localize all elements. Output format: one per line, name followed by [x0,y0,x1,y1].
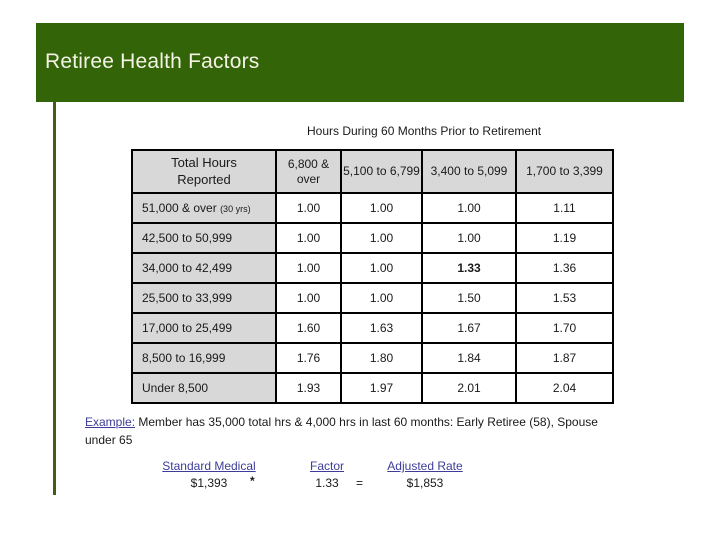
factor-cell: 1.00 [340,252,423,284]
example-text: Member has 35,000 total hrs & 4,000 hrs … [85,415,598,447]
row-label: 42,500 to 50,999 [131,222,277,254]
factor-cell: 1.53 [515,282,614,314]
factor-cell: 1.00 [340,282,423,314]
factor-cell: 1.00 [421,192,517,224]
factor-cell: 1.60 [275,312,342,344]
header-row: Total Hours Reported 6,800 & over 5,100 … [131,149,614,194]
highlighted-factor-cell: 1.33 [421,252,517,284]
row-label-note: (30 yrs) [220,204,251,214]
factor-cell: 1.00 [275,192,342,224]
example-label: Example: [85,415,136,429]
table-row: 17,000 to 25,499 1.60 1.63 1.67 1.70 [131,312,614,344]
row-label: 25,500 to 33,999 [131,282,277,314]
factor-cell: 1.00 [275,252,342,284]
factor-cell: 1.76 [275,342,342,374]
multiply-symbol: * [250,474,255,488]
factor-cell: 1.80 [340,342,423,374]
example-paragraph: Example: Member has 35,000 total hrs & 4… [85,413,618,449]
table-row: 34,000 to 42,499 1.00 1.00 1.33 1.36 [131,252,614,284]
factor-cell: 1.84 [421,342,517,374]
row-label: 34,000 to 42,499 [131,252,277,284]
table-row: 25,500 to 33,999 1.00 1.00 1.50 1.53 [131,282,614,314]
table-caption: Hours During 60 Months Prior to Retireme… [307,124,542,138]
column-header: 6,800 & over [275,149,342,194]
adjusted-rate-label: Adjusted Rate [387,459,463,473]
factor-cell: 1.11 [515,192,614,224]
row-label: 51,000 & over (30 yrs) [131,192,277,224]
factor-cell: 1.00 [340,192,423,224]
factor-cell: 1.63 [340,312,423,344]
factor-cell: 1.97 [340,372,423,404]
table-row: 8,500 to 16,999 1.76 1.80 1.84 1.87 [131,342,614,374]
column-header: 5,100 to 6,799 [340,149,423,194]
factor-cell: 1.00 [275,282,342,314]
factor-cell: 1.36 [515,252,614,284]
factor-cell: 1.00 [421,222,517,254]
factor-cell: 1.67 [421,312,517,344]
row-label: 17,000 to 25,499 [131,312,277,344]
factor-cell: 1.70 [515,312,614,344]
factor-label: Factor [309,459,344,473]
column-header: 3,400 to 5,099 [421,149,517,194]
factor-cell: 2.04 [515,372,614,404]
column-header: 1,700 to 3,399 [515,149,614,194]
page-title: Retiree Health Factors [45,50,260,73]
adjusted-rate-value: $1,853 [406,476,444,490]
table-row: Under 8,500 1.93 1.97 2.01 2.04 [131,372,614,404]
factor-cell: 1.93 [275,372,342,404]
factor-group: Factor 1.33 [299,459,355,490]
accent-line [53,102,56,495]
factor-cell: 1.50 [421,282,517,314]
row-label: Under 8,500 [131,372,277,404]
standard-medical-label: Standard Medical [162,459,256,473]
factor-cell: 1.00 [340,222,423,254]
standard-medical-group: Standard Medical $1,393 [150,459,268,490]
title-bar: Retiree Health Factors [36,23,684,102]
factor-cell: 2.01 [421,372,517,404]
table-row: 51,000 & over (30 yrs) 1.00 1.00 1.00 1.… [131,192,614,224]
factor-value: 1.33 [315,476,339,490]
row-label: 8,500 to 16,999 [131,342,277,374]
equals-symbol: = [356,476,364,490]
row-label-text: 51,000 & over [142,201,221,215]
factor-cell: 1.00 [275,222,342,254]
retiree-factors-table: Total Hours Reported 6,800 & over 5,100 … [131,149,614,404]
corner-header: Total Hours Reported [131,149,277,194]
adjusted-rate-group: Adjusted Rate $1,853 [378,459,472,490]
table-row: 42,500 to 50,999 1.00 1.00 1.00 1.19 [131,222,614,254]
factor-cell: 1.87 [515,342,614,374]
factor-cell: 1.19 [515,222,614,254]
standard-medical-value: $1,393 [190,476,228,490]
